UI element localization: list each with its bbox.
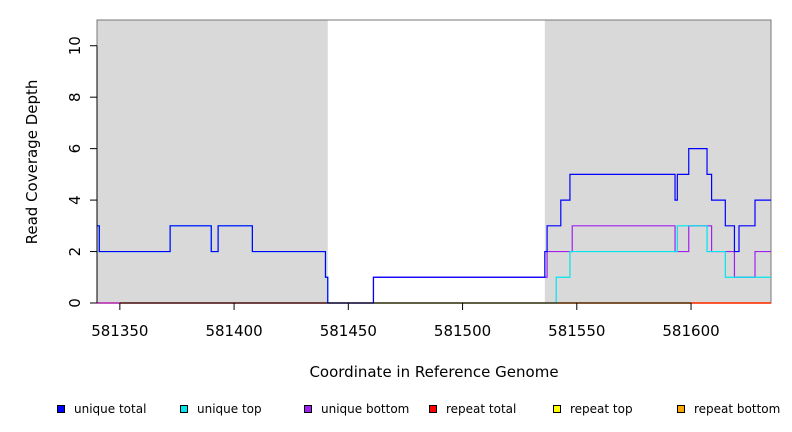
legend-label: repeat top bbox=[570, 402, 633, 416]
legend-item-unique-bottom: unique bottom bbox=[304, 400, 409, 418]
legend-swatch-unique-bottom bbox=[304, 405, 312, 413]
x-tick-label: 581450 bbox=[320, 322, 377, 340]
legend-item-unique-total: unique total bbox=[57, 400, 146, 418]
coverage-chart: 581350 581400 581450 581500 581550 581600 0 2 4… bbox=[23, 19, 772, 381]
legend-item-unique-top: unique top bbox=[180, 400, 262, 418]
shaded-region-2 bbox=[544, 20, 771, 303]
x-axis-title: Coordinate in Reference Genome bbox=[309, 363, 558, 381]
y-tick-label: 6 bbox=[66, 144, 84, 154]
x-tick-label: 581550 bbox=[548, 322, 605, 340]
legend-swatch-repeat-top bbox=[553, 405, 561, 413]
shaded-region-1 bbox=[97, 20, 328, 303]
y-tick-label: 2 bbox=[66, 247, 84, 257]
legend-swatch-unique-total bbox=[57, 405, 65, 413]
chart-legend: unique total unique top unique bottom repea… bbox=[0, 400, 792, 418]
x-axis: 581350 581400 581450 581500 581550 581600 bbox=[91, 302, 720, 340]
legend-label: repeat total bbox=[446, 402, 517, 416]
shaded-regions bbox=[97, 20, 771, 303]
y-tick-label: 4 bbox=[66, 195, 84, 205]
y-axis: 0 2 4 6 8 10 bbox=[66, 36, 98, 308]
legend-item-repeat-total: repeat total bbox=[429, 400, 516, 418]
y-tick-label: 10 bbox=[66, 36, 84, 55]
x-tick-label: 581600 bbox=[662, 322, 719, 340]
legend-label: repeat bottom bbox=[694, 402, 781, 416]
y-tick-label: 0 bbox=[66, 298, 84, 308]
series-line-unique-total bbox=[97, 148, 771, 304]
x-tick-label: 581350 bbox=[91, 322, 148, 340]
legend-label: unique bottom bbox=[321, 402, 410, 416]
legend-item-repeat-top: repeat top bbox=[553, 400, 633, 418]
legend-item-repeat-bottom: repeat bottom bbox=[677, 400, 780, 418]
x-tick-label: 581400 bbox=[205, 322, 262, 340]
legend-label: unique total bbox=[74, 402, 147, 416]
y-tick-label: 8 bbox=[66, 92, 84, 102]
legend-swatch-repeat-bottom bbox=[677, 405, 685, 413]
x-tick-label: 581500 bbox=[434, 322, 491, 340]
y-axis-title: Read Coverage Depth bbox=[23, 80, 41, 245]
legend-swatch-repeat-total bbox=[429, 405, 437, 413]
legend-label: unique top bbox=[197, 402, 262, 416]
legend-swatch-unique-top bbox=[180, 405, 188, 413]
